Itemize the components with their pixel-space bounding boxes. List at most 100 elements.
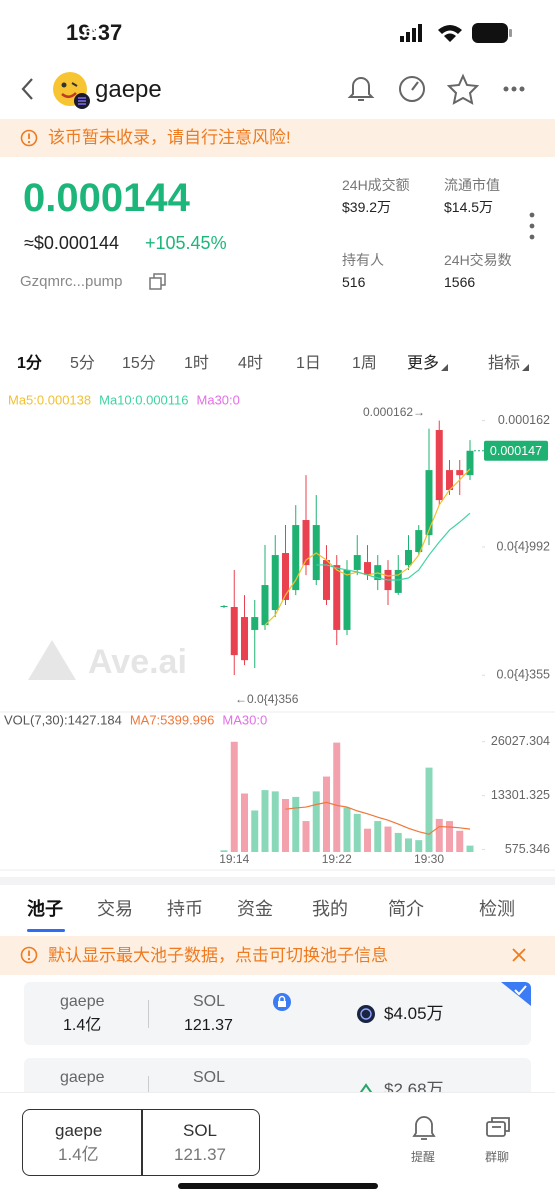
pool-notice-bar[interactable]: 默认显示最大池子数据，点击可切换池子信息 [0, 936, 555, 975]
volume-bar [241, 793, 248, 852]
section-tab[interactable]: 资金 [237, 899, 273, 919]
section-tab[interactable]: 我的 [312, 899, 348, 919]
volume-bar [343, 807, 351, 852]
warning-icon [20, 946, 38, 964]
battery-level: 68 [83, 24, 101, 41]
interval-tab[interactable]: 1时 [184, 355, 209, 372]
price-usd: ≈$0.000144 [24, 233, 119, 253]
interval-tab[interactable]: 1分 [17, 355, 42, 372]
trade-pair-box[interactable]: gaepe 1.4亿 SOL 121.37 [22, 1109, 260, 1176]
interval-tab[interactable]: 更多 [407, 355, 440, 372]
y-tick-label: 0.000162 [498, 413, 550, 427]
y-tick-label: 26027.304 [491, 734, 550, 748]
candle-body [353, 555, 361, 570]
risk-notice-bar: 该币暂未收录，请自行注意风险! [0, 119, 555, 157]
y-tick-label: 0.0{4}992 [496, 539, 550, 553]
candle-body [343, 569, 351, 630]
indicator-legend: VOL(7,30):1427.184 [4, 712, 122, 727]
section-tab[interactable]: 池子 [27, 899, 63, 919]
volume-bar [230, 741, 238, 852]
home-indicator [178, 1183, 378, 1189]
volume-bar [251, 810, 259, 852]
indicator-tab[interactable]: 指标 [488, 355, 521, 372]
last-price-label: 0.000147 [490, 444, 542, 458]
candle-body [333, 565, 341, 630]
interval-tab[interactable]: 1日 [296, 355, 321, 372]
stat-value: $39.2万 [342, 199, 392, 215]
footer-token-amount: 1.4亿 [58, 1145, 99, 1164]
token-avatar [53, 72, 90, 109]
candle-body [394, 569, 402, 593]
close-notice[interactable] [511, 947, 527, 963]
candle-body [415, 530, 423, 553]
copy-icon[interactable] [148, 272, 168, 292]
status-time: 19:37 [66, 20, 123, 45]
interval-tab[interactable]: 15分 [122, 355, 156, 372]
interval-tab[interactable]: 5分 [70, 355, 95, 372]
volume-bar [415, 840, 423, 852]
y-tick-label: 575.346 [505, 842, 550, 856]
candle-body [323, 560, 330, 600]
volume-bar [323, 776, 330, 852]
selected-badge [501, 982, 531, 1006]
contract-address: Gzqmrc...pump [20, 273, 123, 290]
candle-body [405, 550, 412, 566]
high-annotation: 0.000162→ [363, 405, 425, 419]
pool-card[interactable]: gaepe 1.4亿 SOL 121.37 $4.05万 [24, 982, 531, 1045]
footer-quote-amount: 121.37 [174, 1145, 226, 1164]
volume-bar [405, 838, 412, 852]
x-tick-label: 19:30 [414, 852, 444, 866]
volume-bar [353, 813, 361, 852]
volume-bar [220, 850, 228, 852]
bottom-bar [0, 1092, 555, 1201]
pool-token: gaepe [60, 1069, 105, 1086]
volume-bar [466, 845, 474, 852]
section-tab[interactable]: 简介 [388, 899, 424, 919]
lock-icon [273, 993, 291, 1011]
candle-body [435, 430, 443, 501]
indicator-legend: Ma30:0 [197, 392, 240, 407]
risk-notice: 该币暂未收录，请自行注意风险! [48, 128, 291, 147]
y-tick-label: 13301.325 [491, 788, 550, 802]
price-change: +105.45% [145, 233, 227, 253]
active-tab-indicator [27, 929, 65, 932]
stat-label: 持有人 [342, 252, 384, 268]
chat-icon[interactable] [484, 1114, 512, 1142]
footer-quote: SOL [183, 1121, 218, 1140]
divider [148, 1000, 149, 1028]
candle-body [220, 605, 228, 607]
candle-body [230, 606, 238, 656]
stat-value: 1566 [444, 274, 476, 290]
interval-tab[interactable]: 4时 [238, 355, 263, 372]
dropdown-arrow [441, 364, 448, 371]
candle-body [446, 470, 453, 491]
section-tab[interactable]: 交易 [97, 899, 133, 919]
action-label[interactable]: 群聊 [485, 1150, 510, 1164]
volume-bar [435, 818, 443, 852]
divider [148, 1076, 149, 1104]
y-tick-label: 0.0{4}355 [496, 668, 550, 682]
volume-bar [446, 821, 453, 852]
indicator-legend: MA7:5399.996 [130, 712, 215, 727]
watermark: Ave.ai [88, 643, 187, 681]
interval-tab[interactable]: 1周 [352, 355, 377, 372]
footer-token: gaepe [55, 1121, 103, 1140]
alert-icon[interactable] [411, 1114, 437, 1142]
more-stats[interactable] [526, 210, 538, 242]
section-tab[interactable]: 持币 [167, 899, 203, 919]
volume-bar [384, 826, 392, 852]
candle-body [282, 553, 289, 600]
header-actions[interactable] [345, 72, 535, 106]
section-tab[interactable]: 检测 [479, 899, 515, 919]
action-label[interactable]: 提醒 [411, 1150, 436, 1164]
indicator-legend: Ma10:0.000116 [99, 392, 188, 407]
volume-bar [364, 828, 371, 852]
pool-quote: SOL [193, 993, 226, 1010]
token-title: gaepe [95, 76, 162, 103]
stat-value: 516 [342, 274, 366, 290]
back-button[interactable] [18, 76, 38, 102]
candle-body [456, 470, 464, 476]
low-annotation: ←0.0{4}356 [235, 692, 299, 706]
dex-icon [358, 1083, 374, 1096]
status-icons [400, 23, 512, 43]
